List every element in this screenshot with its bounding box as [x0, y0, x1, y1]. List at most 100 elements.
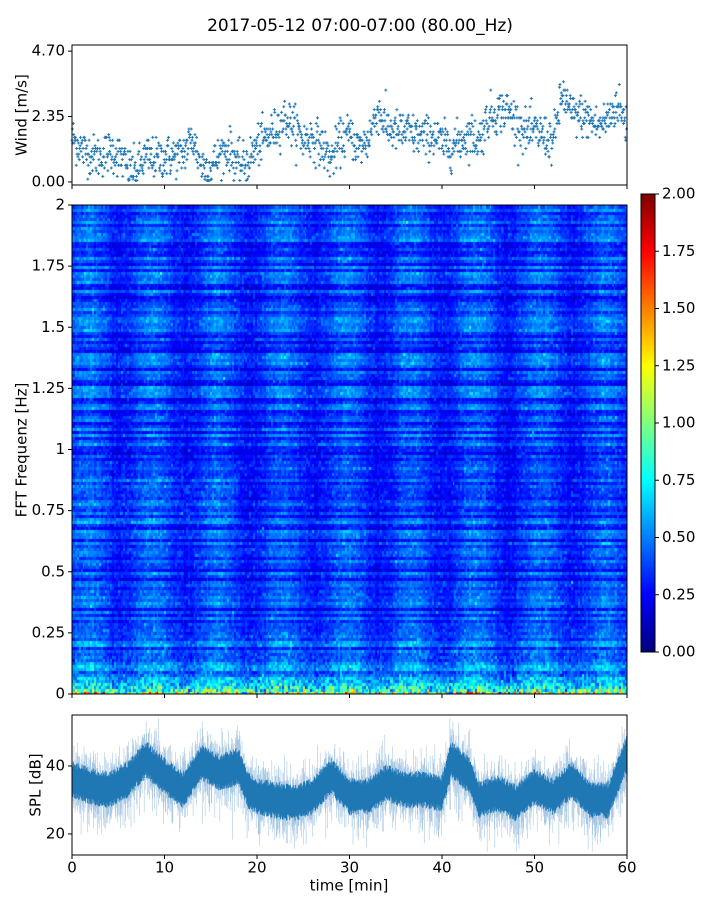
wind-point [308, 149, 312, 153]
wind-point [399, 138, 403, 142]
wind-point [186, 152, 190, 156]
colorbar-tick-label: 1.50 [662, 299, 695, 317]
wind-point [353, 149, 357, 153]
wind-point [554, 135, 558, 139]
wind-point [132, 166, 136, 170]
wind-point [123, 147, 127, 151]
wind-point [389, 119, 393, 123]
wind-point [266, 135, 270, 139]
wind-point [155, 147, 159, 151]
wind-point [274, 135, 278, 139]
wind-point [511, 127, 515, 131]
wind-point [328, 160, 332, 164]
wind-point [527, 141, 531, 145]
wind-point [538, 138, 542, 142]
wind-point [242, 158, 246, 162]
wind-point [324, 152, 328, 156]
wind-point [80, 141, 84, 145]
wind-point [594, 105, 598, 109]
wind-point [445, 130, 449, 134]
wind-point [237, 155, 241, 159]
wind-point [503, 108, 507, 112]
wind-point [552, 108, 556, 112]
wind-point [483, 110, 487, 114]
wind-point [475, 152, 479, 156]
wind-point [560, 102, 564, 106]
wind-point [589, 108, 593, 112]
wind-point [143, 144, 147, 148]
wind-point [278, 152, 282, 156]
wind-point [459, 149, 463, 153]
wind-point [474, 147, 478, 151]
wind-point [544, 147, 548, 151]
wind-point [459, 155, 462, 159]
wind-point [567, 102, 571, 106]
wind-point [439, 133, 443, 137]
wind-point [606, 102, 610, 106]
wind-point [240, 155, 244, 159]
wind-point [397, 133, 401, 137]
spl-xtick-label: 20 [247, 859, 266, 877]
wind-point [319, 144, 323, 148]
wind-point [397, 130, 401, 134]
wind-point [620, 119, 624, 123]
wind-point [392, 135, 396, 139]
wind-point [336, 141, 340, 145]
wind-point [94, 166, 98, 170]
wind-point [590, 130, 594, 134]
wind-point [98, 149, 102, 153]
wind-point [526, 135, 530, 139]
wind-point [271, 127, 275, 131]
wind-point [92, 152, 96, 156]
wind-point [366, 130, 370, 134]
spectrogram-ytick-label: 1.5 [41, 318, 65, 336]
wind-point [623, 135, 627, 139]
wind-point [246, 163, 250, 167]
wind-point [372, 108, 376, 112]
wind-point [281, 127, 285, 131]
wind-point [465, 149, 469, 153]
wind-point [102, 155, 106, 159]
wind-point [490, 116, 494, 120]
wind-point [276, 133, 280, 137]
wind-point [176, 141, 180, 145]
wind-point [83, 138, 87, 142]
wind-point [318, 141, 322, 145]
wind-point [494, 119, 498, 123]
wind-point [339, 135, 343, 139]
wind-point [400, 119, 404, 123]
wind-point [201, 172, 205, 176]
wind-point [283, 113, 287, 117]
wind-point [257, 133, 261, 137]
wind-point [407, 138, 411, 142]
wind-point [406, 113, 410, 117]
wind-point [288, 105, 292, 109]
wind-point [559, 91, 563, 95]
wind-point [453, 127, 457, 131]
wind-point [204, 160, 208, 164]
colorbar-tick-label: 2.00 [662, 185, 695, 203]
wind-point [153, 160, 157, 164]
wind-point [525, 127, 529, 131]
wind-point [488, 108, 492, 112]
wind-point [584, 119, 588, 123]
wind-point [231, 160, 235, 164]
wind-point [227, 158, 231, 162]
wind-point [95, 149, 99, 153]
wind-point [400, 133, 404, 137]
wind-point [484, 119, 488, 123]
wind-point [105, 155, 109, 159]
wind-point [420, 124, 424, 128]
wind-point [138, 169, 142, 173]
wind-point [219, 179, 223, 183]
wind-point [171, 149, 175, 153]
wind-point [140, 155, 144, 159]
wind-point [460, 130, 464, 134]
wind-point [356, 147, 360, 151]
wind-point [336, 135, 340, 139]
wind-point [532, 127, 536, 131]
wind-point [418, 124, 422, 128]
wind-point [200, 155, 204, 159]
wind-point [561, 80, 565, 84]
